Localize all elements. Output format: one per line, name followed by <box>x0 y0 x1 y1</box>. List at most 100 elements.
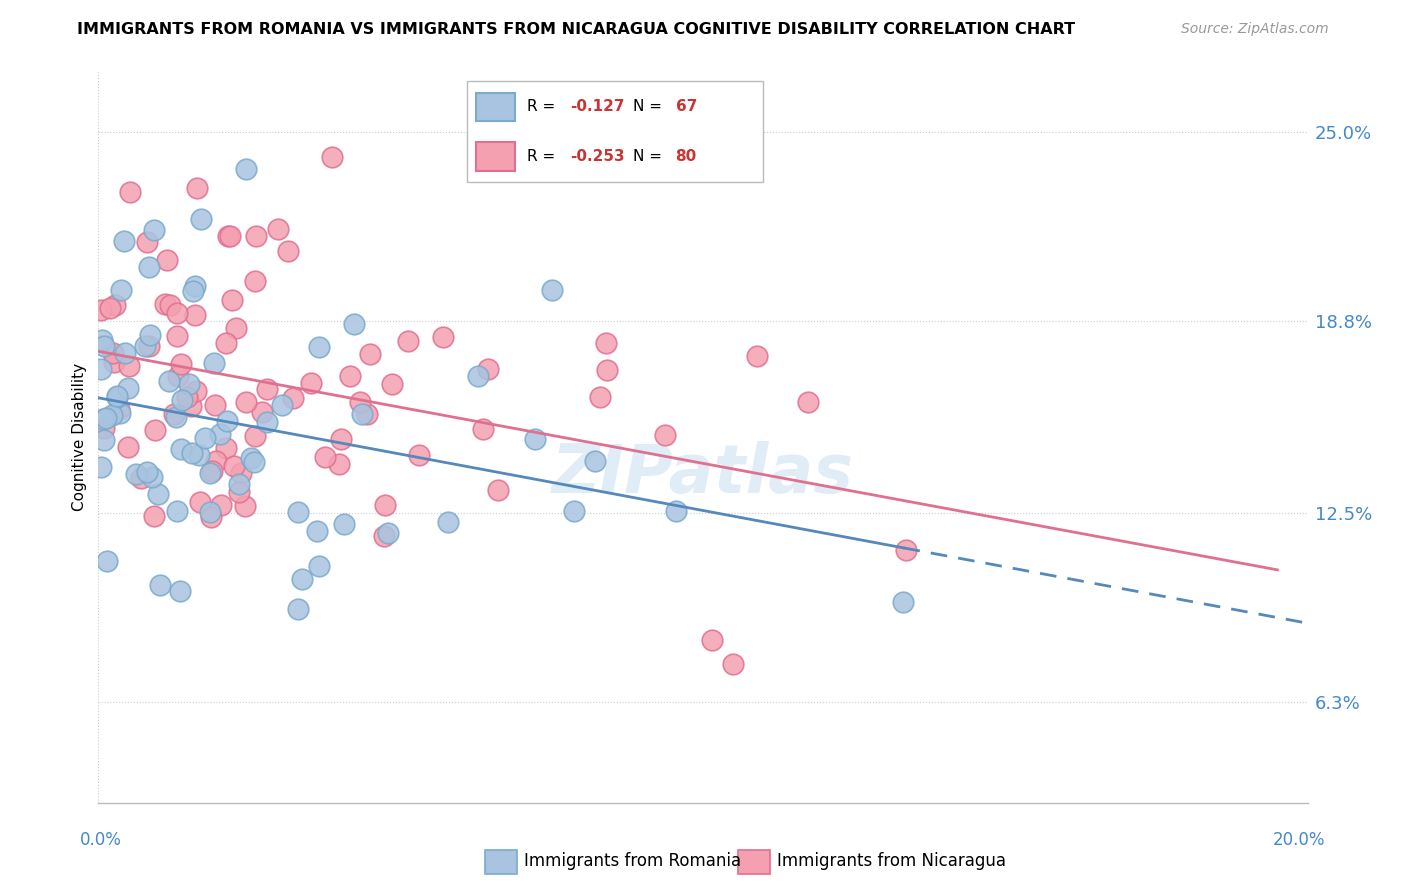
Point <box>117 441 139 455</box>
Point <box>180 399 202 413</box>
Point <box>184 308 207 322</box>
Point <box>187 449 209 463</box>
Point <box>139 327 162 342</box>
Point <box>589 390 612 404</box>
Text: Immigrants from Romania: Immigrants from Romania <box>524 852 741 870</box>
Point <box>100 408 122 422</box>
Point <box>166 504 188 518</box>
Point <box>308 558 330 573</box>
Point <box>181 284 204 298</box>
Point <box>105 389 128 403</box>
Point <box>523 432 546 446</box>
Point <box>228 477 250 491</box>
Point <box>166 306 188 320</box>
Point <box>186 384 208 398</box>
Point <box>165 409 187 424</box>
Point <box>149 577 172 591</box>
Text: R =: R = <box>527 149 561 164</box>
Point <box>256 382 278 396</box>
Point <box>256 415 278 429</box>
Point <box>396 334 419 348</box>
Text: IMMIGRANTS FROM ROMANIA VS IMMIGRANTS FROM NICARAGUA COGNITIVE DISABILITY CORREL: IMMIGRANTS FROM ROMANIA VS IMMIGRANTS FR… <box>77 22 1076 37</box>
Point <box>231 467 253 481</box>
Point <box>486 483 509 497</box>
Point <box>356 407 378 421</box>
Point <box>245 229 267 244</box>
Point <box>374 498 396 512</box>
Point <box>108 402 131 417</box>
Point <box>381 376 404 391</box>
Point <box>91 412 114 426</box>
Text: 80: 80 <box>676 149 697 164</box>
Point <box>235 394 257 409</box>
Point <box>250 405 273 419</box>
Point <box>270 398 292 412</box>
Point <box>305 524 328 538</box>
Point <box>583 454 606 468</box>
Point <box>188 495 211 509</box>
Point <box>205 454 228 468</box>
Point <box>308 340 330 354</box>
Point <box>215 413 238 427</box>
Point <box>894 542 917 557</box>
Point <box>233 500 256 514</box>
Point <box>267 221 290 235</box>
Point <box>183 279 205 293</box>
Bar <box>477 93 516 121</box>
Point <box>98 301 121 316</box>
Point <box>194 431 217 445</box>
Point <box>595 335 617 350</box>
Point <box>228 484 250 499</box>
Point <box>893 594 915 608</box>
Point <box>90 362 112 376</box>
Point <box>219 228 242 243</box>
Point <box>202 356 225 370</box>
Point <box>93 338 115 352</box>
Point <box>163 407 186 421</box>
Point <box>472 422 495 436</box>
Point <box>436 515 458 529</box>
Point <box>359 347 381 361</box>
Point <box>240 450 263 465</box>
Point <box>90 333 112 347</box>
Point <box>90 459 112 474</box>
Point <box>225 321 247 335</box>
Point <box>136 466 159 480</box>
Text: Immigrants from Nicaragua: Immigrants from Nicaragua <box>778 852 1005 870</box>
Point <box>217 229 239 244</box>
Point <box>141 470 163 484</box>
Point <box>190 211 212 226</box>
Point <box>541 283 564 297</box>
Text: ZIPatlas: ZIPatlas <box>553 441 853 507</box>
Point <box>110 406 132 420</box>
Point <box>143 222 166 236</box>
Text: R =: R = <box>527 99 561 114</box>
Point <box>170 393 193 408</box>
Point <box>314 450 336 465</box>
Point <box>200 510 222 524</box>
Point <box>170 358 193 372</box>
Point <box>721 657 744 671</box>
Point <box>204 398 226 412</box>
Point <box>181 446 204 460</box>
Point <box>114 346 136 360</box>
Point <box>287 505 309 519</box>
Point <box>477 362 499 376</box>
Point <box>157 374 180 388</box>
Bar <box>477 142 516 170</box>
Point <box>167 368 190 383</box>
Point <box>281 391 304 405</box>
Point <box>179 377 201 392</box>
Point <box>328 458 350 472</box>
Point <box>467 369 489 384</box>
Point <box>235 162 257 177</box>
Point <box>408 448 430 462</box>
Point <box>110 283 132 297</box>
Text: N =: N = <box>633 99 666 114</box>
Text: 20.0%: 20.0% <box>1272 831 1326 849</box>
Point <box>208 426 231 441</box>
Point <box>117 381 139 395</box>
Point <box>299 376 322 390</box>
Point <box>287 602 309 616</box>
Text: Source: ZipAtlas.com: Source: ZipAtlas.com <box>1181 22 1329 37</box>
